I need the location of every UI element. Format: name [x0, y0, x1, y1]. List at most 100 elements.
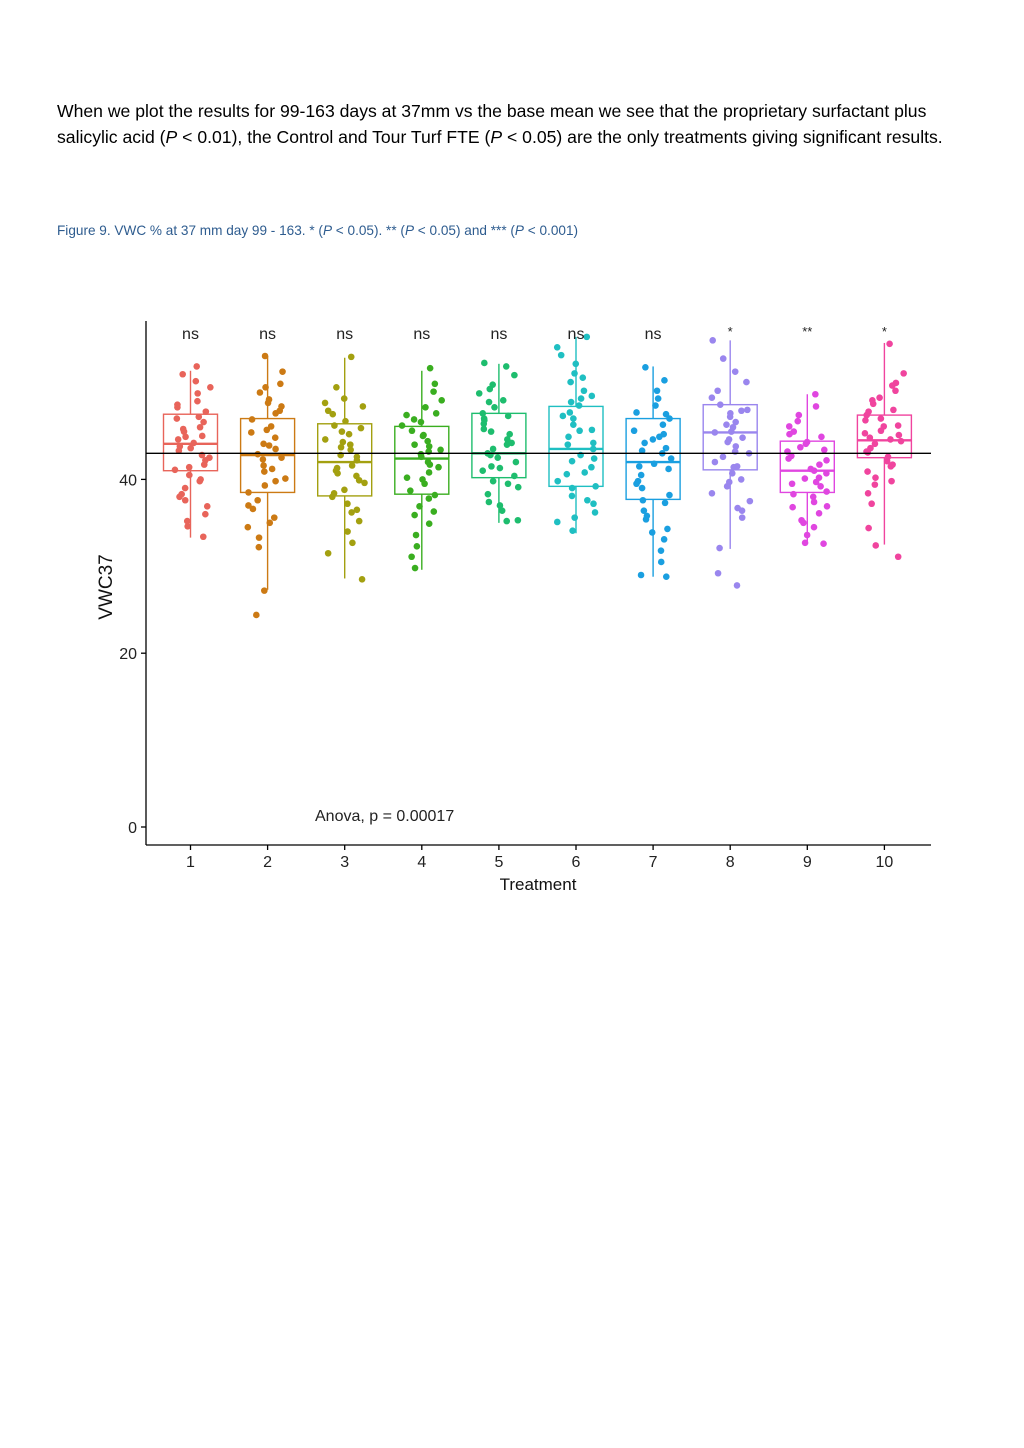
data-point: [489, 477, 497, 485]
data-point: [709, 337, 717, 344]
x-tick-label: 9: [803, 854, 812, 871]
data-point: [348, 462, 356, 469]
data-point: [426, 461, 434, 468]
data-point: [576, 427, 583, 435]
data-point: [412, 531, 420, 539]
data-point: [571, 514, 578, 521]
data-point: [331, 422, 338, 429]
box-5: [471, 363, 527, 523]
data-point: [635, 463, 643, 470]
data-point: [173, 415, 181, 422]
data-point: [739, 434, 746, 441]
data-point: [411, 564, 419, 572]
x-tick-label: 8: [726, 854, 735, 871]
data-point: [207, 383, 214, 391]
paragraph-text: When we plot the results for 99-163 days…: [57, 101, 927, 147]
data-point: [886, 340, 893, 348]
data-point: [346, 441, 354, 448]
data-point: [815, 509, 823, 517]
caption-p-italic: P: [322, 223, 333, 238]
data-point: [271, 434, 279, 441]
data-point: [496, 464, 504, 472]
data-point: [734, 504, 741, 512]
data-point: [487, 428, 495, 435]
data-point: [479, 410, 487, 417]
data-point: [714, 569, 722, 577]
data-point: [584, 496, 591, 504]
data-point: [661, 377, 668, 384]
data-point: [591, 509, 599, 516]
data-point: [733, 463, 741, 470]
data-point: [174, 436, 182, 443]
data-point: [816, 461, 823, 468]
data-point: [732, 443, 740, 450]
data-point: [504, 480, 512, 488]
data-point: [420, 431, 427, 439]
data-point: [355, 476, 363, 484]
data-point: [633, 480, 640, 488]
x-tick-label: 10: [876, 854, 894, 871]
data-point: [355, 517, 363, 525]
data-point: [588, 392, 596, 400]
data-point: [649, 436, 657, 443]
data-point: [181, 484, 189, 492]
data-point: [803, 531, 811, 539]
data-point: [714, 387, 721, 395]
data-point: [480, 425, 488, 433]
data-point: [638, 447, 646, 455]
data-point: [823, 488, 830, 495]
data-point: [744, 406, 751, 414]
data-point: [484, 490, 492, 498]
data-point: [324, 407, 332, 415]
data-point: [244, 523, 252, 531]
data-point: [348, 509, 355, 516]
data-point: [253, 611, 260, 619]
data-point: [411, 511, 418, 519]
data-point: [785, 455, 792, 462]
y-ticks-layer: 0 20 40: [119, 472, 146, 837]
data-point: [638, 484, 646, 492]
data-point: [795, 411, 803, 419]
data-point: [866, 434, 874, 441]
data-point: [733, 582, 741, 589]
data-point: [716, 544, 723, 552]
data-point: [667, 455, 675, 462]
data-point: [255, 534, 263, 541]
data-point: [481, 417, 488, 424]
significance-label: *: [728, 324, 733, 339]
data-point: [347, 446, 354, 454]
data-point: [662, 573, 670, 581]
data-point: [260, 462, 267, 469]
data-point: [182, 433, 189, 441]
data-point: [506, 430, 513, 438]
data-point: [425, 443, 433, 450]
box-body: [702, 403, 758, 471]
data-point: [743, 378, 750, 386]
data-point: [869, 397, 876, 404]
data-point: [732, 418, 739, 426]
x-ticks-layer: 1 2 3 4 5 6 7 8 9 10: [186, 845, 893, 871]
significance-label: ns: [413, 326, 430, 343]
data-point: [187, 444, 194, 452]
data-point: [876, 394, 883, 402]
data-point: [249, 505, 257, 513]
figure-caption: Figure 9. VWC % at 37 mm day 99 - 163. *…: [57, 222, 972, 240]
significance-label: ns: [490, 326, 507, 343]
data-point: [475, 390, 483, 397]
data-point: [333, 464, 341, 472]
data-point: [579, 374, 587, 382]
significance-label: ns: [336, 326, 353, 343]
data-point: [812, 478, 820, 486]
data-point: [259, 456, 267, 463]
data-point: [353, 506, 361, 514]
data-point: [261, 482, 269, 489]
data-point: [254, 496, 261, 504]
data-point: [329, 410, 337, 418]
data-point: [175, 447, 183, 455]
data-point: [659, 421, 667, 428]
data-point: [425, 495, 433, 502]
data-point: [321, 399, 329, 407]
significance-label: ns: [568, 326, 585, 343]
data-point: [565, 433, 572, 441]
data-point: [719, 355, 727, 362]
